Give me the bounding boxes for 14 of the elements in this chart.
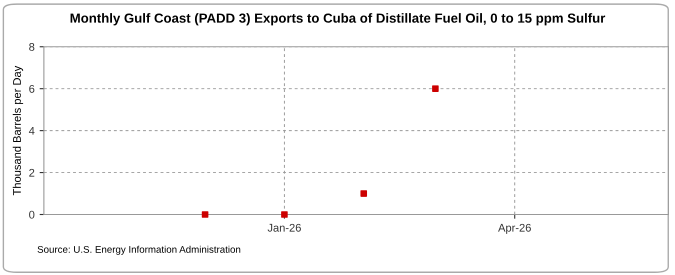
y-tick-label: 2	[29, 168, 34, 177]
y-tick-label: 0	[29, 210, 34, 219]
y-tick-label: 8	[29, 43, 34, 51]
chart-title: Monthly Gulf Coast (PADD 3) Exports to Cuba of Distillate Fuel Oil, 0 to 15 ppm Sulfur	[70, 13, 606, 26]
y-tick-label: 4	[28, 127, 35, 135]
x-tick-label: Apr-26	[498, 224, 531, 234]
y-axis-title: Thousand Barrels per Day	[12, 66, 24, 196]
point	[202, 211, 208, 218]
point	[432, 85, 439, 92]
source-note: Source: U.S. Energy Information Administration	[38, 246, 240, 255]
point	[360, 190, 368, 197]
y-tick-label: 6	[29, 84, 34, 93]
point	[281, 211, 288, 218]
x-tick-label: Jan-26	[268, 224, 301, 232]
